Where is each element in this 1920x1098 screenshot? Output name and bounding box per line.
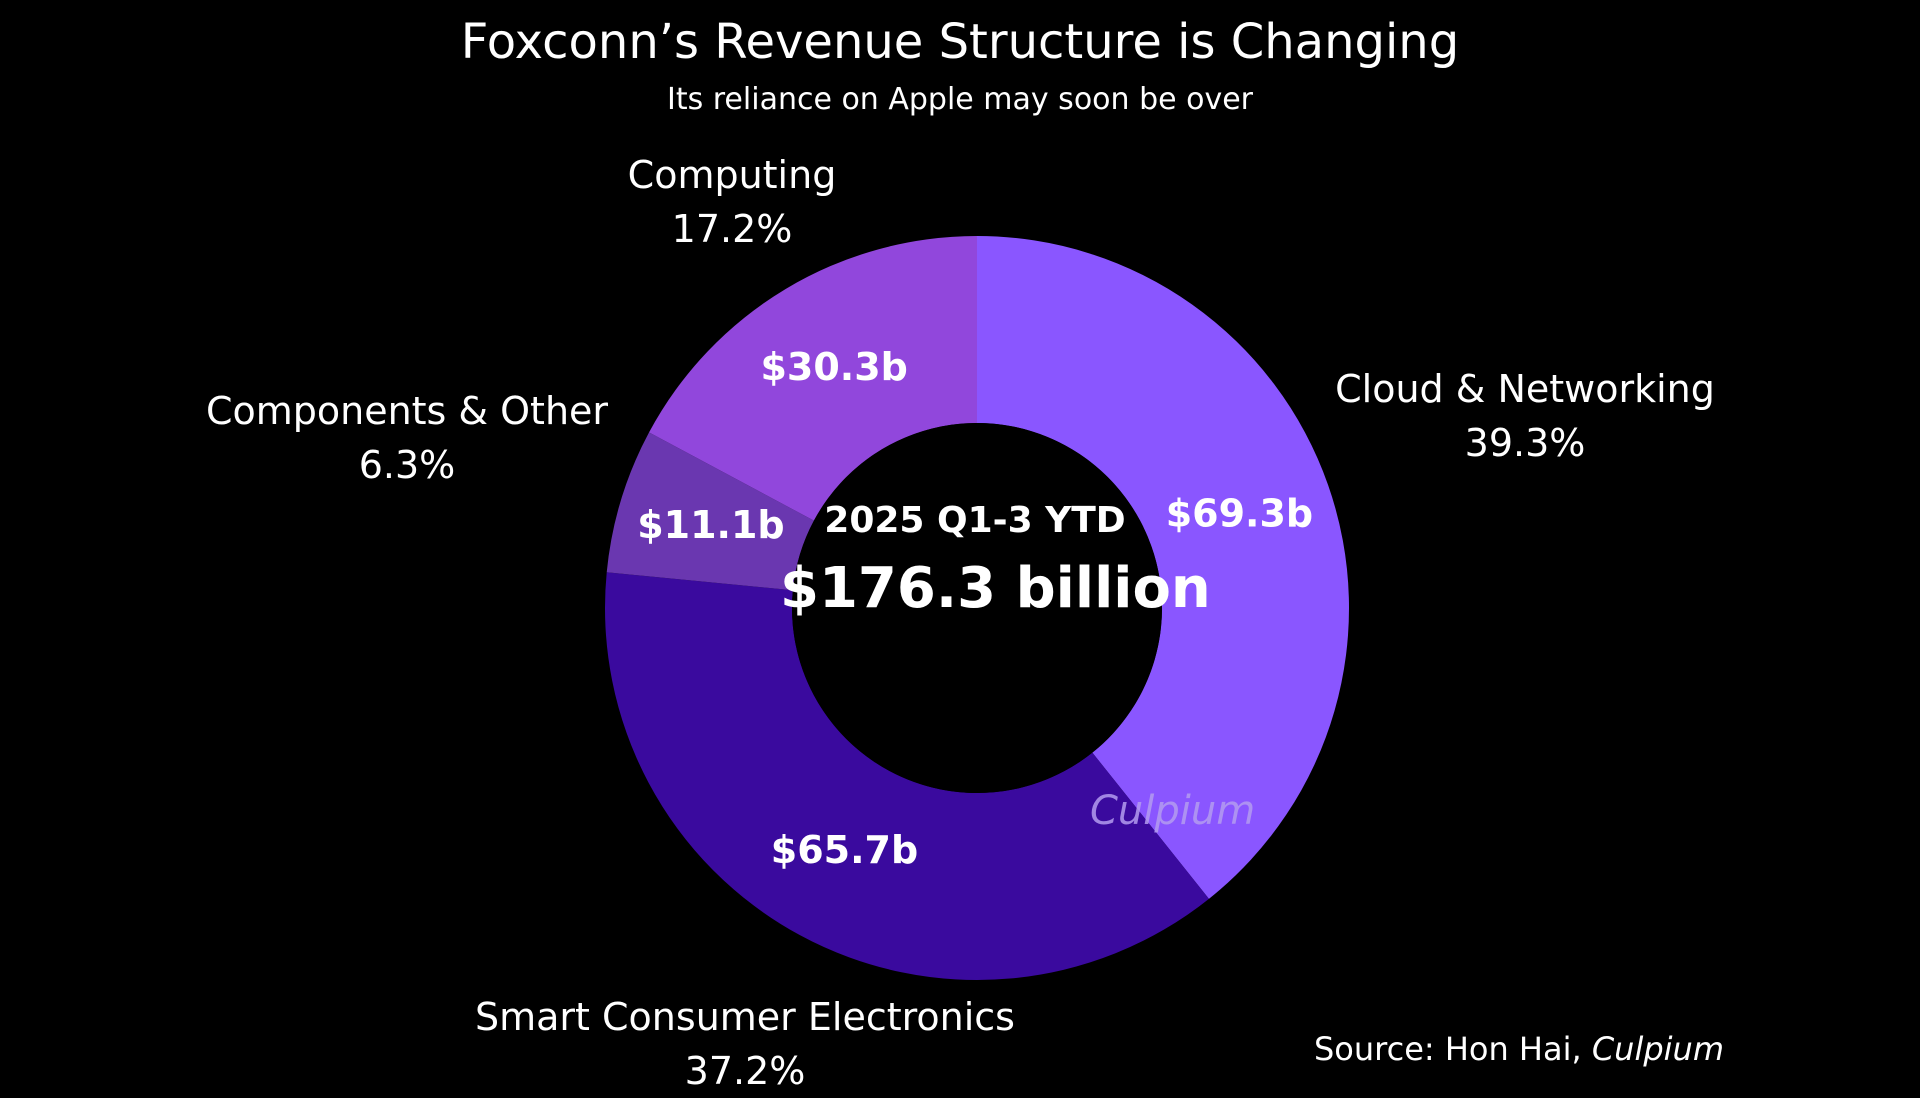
outer-label-computing: Computing 17.2% (592, 148, 872, 256)
slice-name-components-other: Components & Other (205, 389, 609, 433)
slice-percent-computing: 17.2% (671, 207, 793, 251)
slice-name-cloud-networking: Cloud & Networking (1335, 367, 1715, 411)
outer-label-components-other: Components & Other 6.3% (180, 384, 634, 492)
slice-percent-smart-consumer-electronics: 37.2% (684, 1049, 806, 1093)
value-label-smart-consumer-electronics: $65.7b (771, 828, 918, 872)
slice-components-other (606, 432, 814, 591)
outer-label-smart-consumer-electronics: Smart Consumer Electronics 37.2% (420, 990, 1070, 1098)
slice-percent-cloud-networking: 39.3% (1464, 421, 1586, 465)
watermark: Culpium (1090, 788, 1256, 834)
slice-name-smart-consumer-electronics: Smart Consumer Electronics (475, 995, 1015, 1039)
center-period-label: 2025 Q1-3 YTD (824, 500, 1126, 541)
source-italic: Culpium (1591, 1030, 1724, 1068)
value-label-computing: $30.3b (760, 345, 907, 389)
slice-smart-consumer-electronics (605, 572, 1209, 980)
slice-percent-components-other: 6.3% (358, 443, 456, 487)
value-label-cloud-networking: $69.3b (1166, 492, 1313, 536)
slice-cloud-networking (977, 236, 1349, 899)
chart-subtitle: Its reliance on Apple may soon be over (666, 82, 1254, 117)
chart-title: Foxconn’s Revenue Structure is Changing (460, 14, 1460, 70)
slice-name-computing: Computing (627, 153, 837, 197)
outer-label-cloud-networking: Cloud & Networking 39.3% (1310, 362, 1740, 470)
source-prefix: Source: Hon Hai, (1313, 1030, 1582, 1068)
donut-hole (792, 423, 1162, 793)
center-total-label: $176.3 billion (780, 556, 1211, 621)
source-note: Source: Hon Hai, Culpium (1314, 1030, 1724, 1068)
slice-computing (649, 236, 977, 521)
value-label-components-other: $11.1b (637, 503, 784, 547)
